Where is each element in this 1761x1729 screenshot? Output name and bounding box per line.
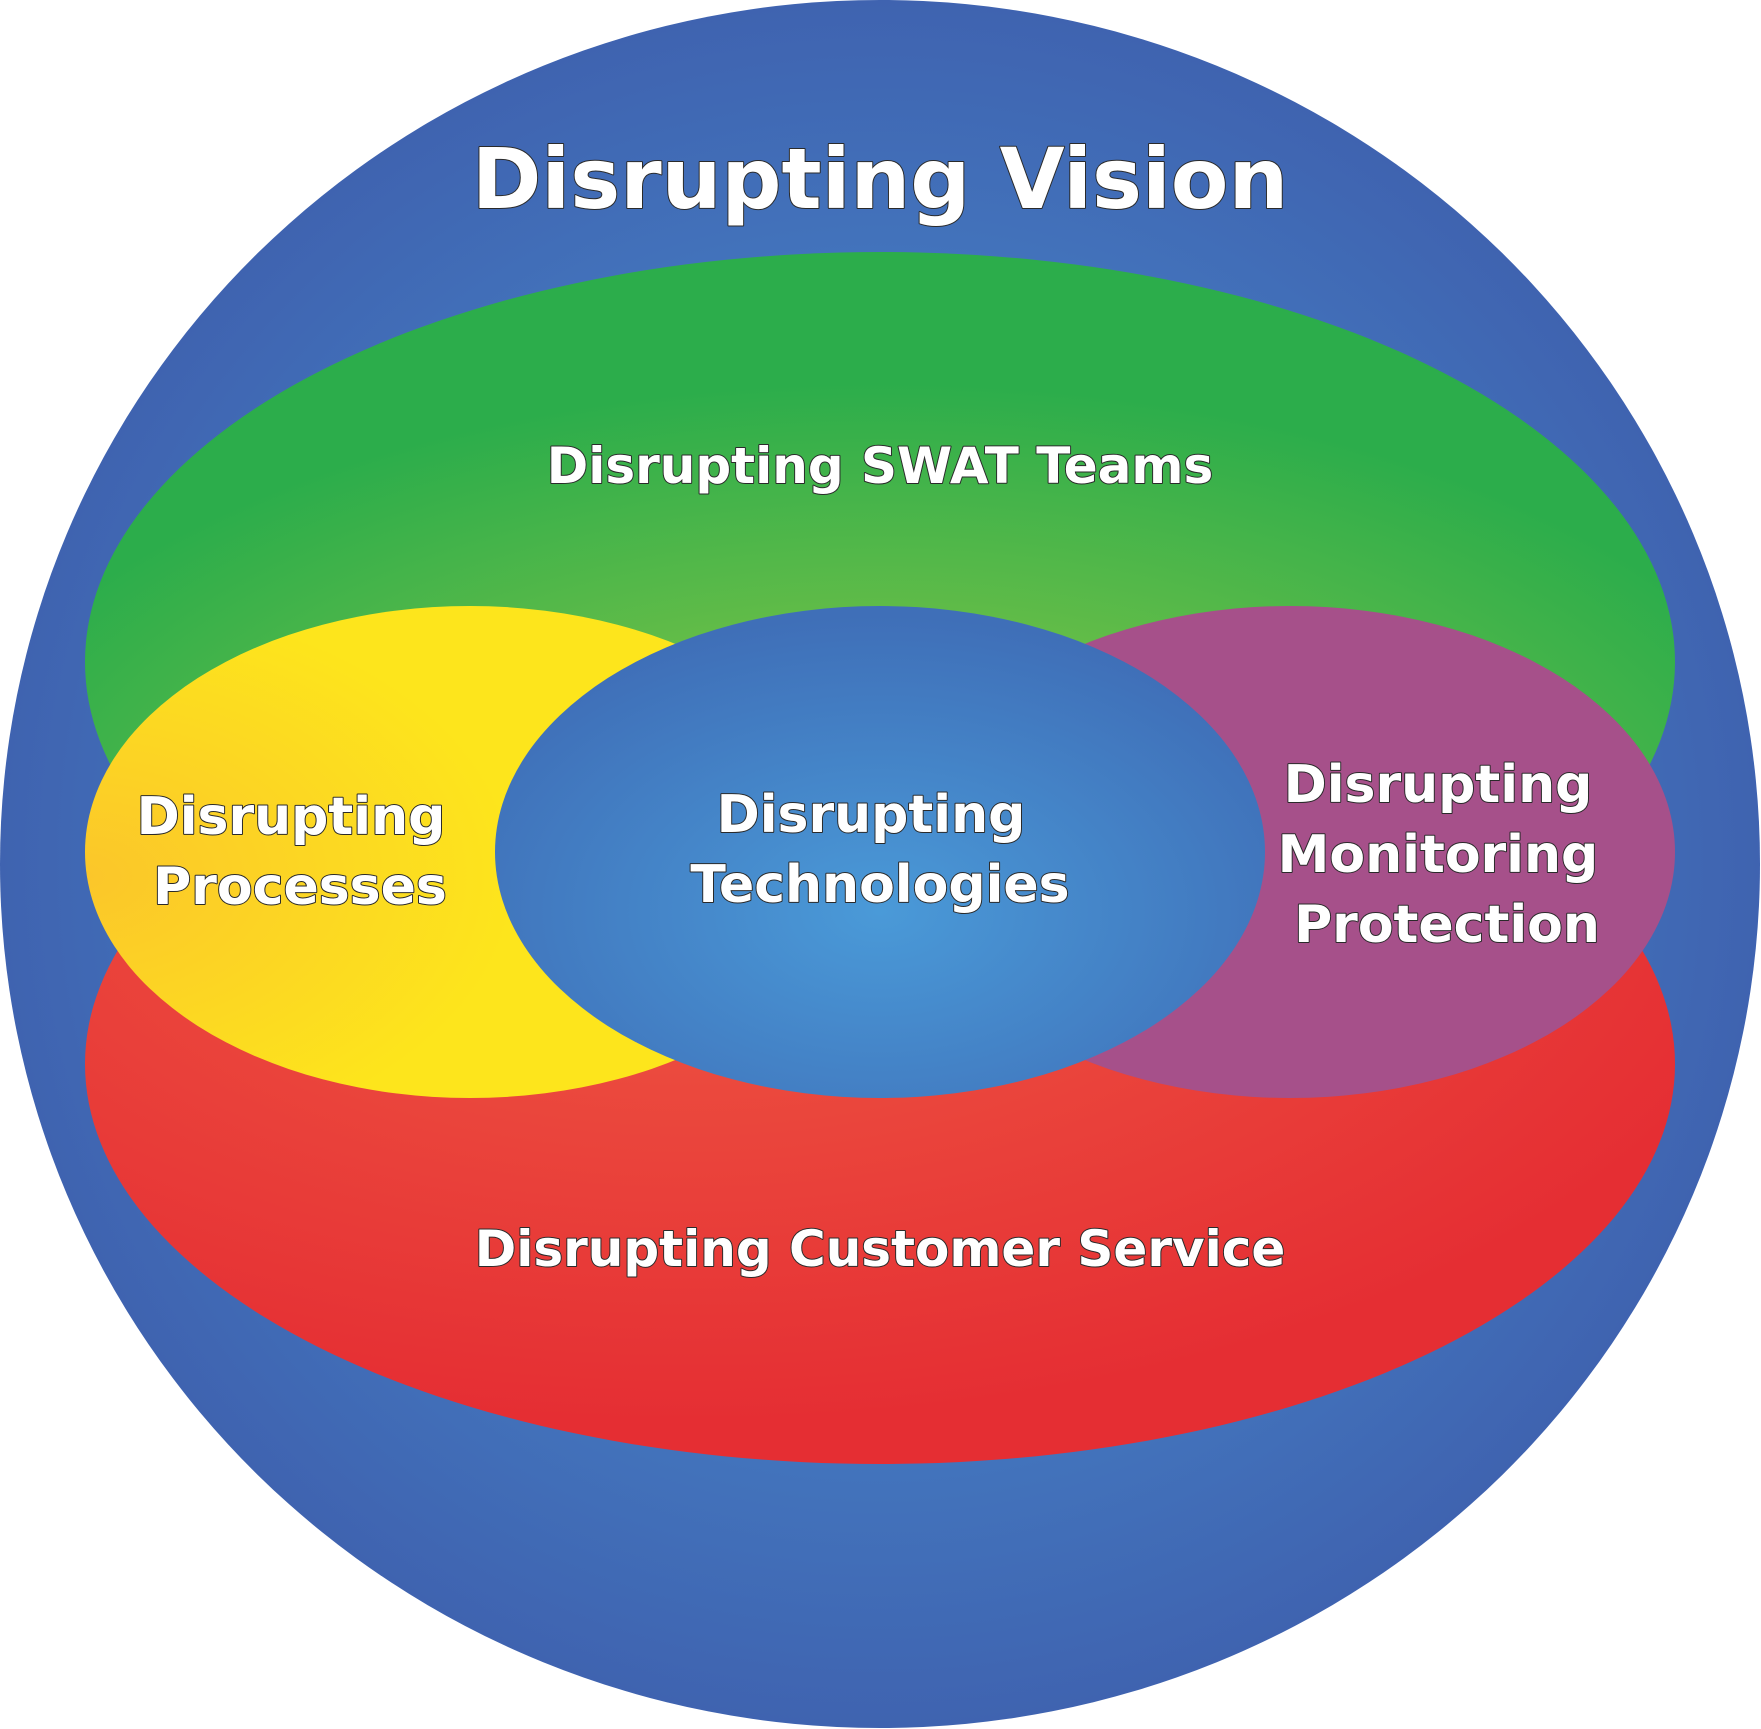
label-processes-line-1: Disrupting [137, 787, 446, 847]
label-technologies-line-1: Disrupting [717, 785, 1026, 845]
label-monitoring-line-1: Disrupting [1284, 755, 1593, 815]
label-swat-teams: Disrupting SWAT Teams [547, 437, 1214, 495]
label-vision: Disrupting Vision [472, 130, 1289, 228]
ellipse-technologies [495, 606, 1265, 1098]
label-technologies-line-2: Technologies [690, 855, 1069, 915]
label-processes-line-2: Processes [153, 857, 447, 917]
label-technologies: Disrupting Technologies [690, 785, 1069, 915]
label-processes: Disrupting Processes [137, 787, 464, 917]
label-monitoring-protection: Disrupting Monitoring Protection [1278, 755, 1617, 955]
label-customer-service: Disrupting Customer Service [475, 1220, 1286, 1278]
label-monitoring-line-3: Protection [1294, 895, 1600, 955]
label-monitoring-line-2: Monitoring [1278, 825, 1599, 885]
